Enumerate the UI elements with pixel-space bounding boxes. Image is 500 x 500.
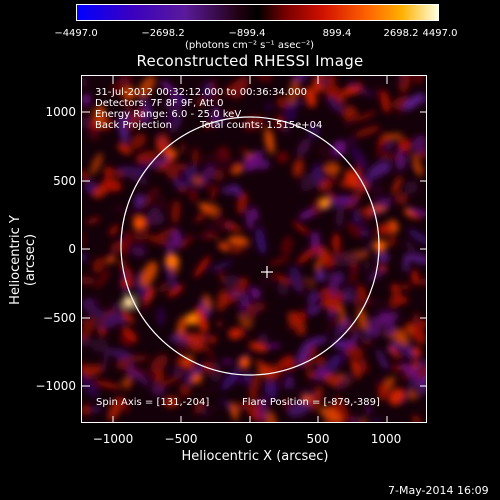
flare-position-text: Flare Position = [-879,-389] (242, 397, 380, 408)
colorbar-tick: 2698.2 (383, 28, 419, 39)
y-tick-label: 500 (53, 174, 76, 188)
colorbar-tick: −4497.0 (54, 28, 98, 39)
spin-axis-text: Spin Axis = [131,-204] (96, 397, 210, 408)
disk-center-cross (261, 266, 273, 278)
y-axis-label: Heliocentric Y (arcsec) (8, 215, 38, 305)
x-tick-label: 1000 (370, 432, 402, 446)
y-tick-label: 1000 (45, 105, 76, 119)
colorbar (76, 4, 439, 21)
x-tick-label: −500 (164, 432, 198, 446)
solar-limb-circle (120, 116, 380, 376)
x-axis-label: Heliocentric X (arcsec) (181, 449, 329, 464)
detectors-text: Detectors: 7F 8F 9F, Att 0 (95, 98, 224, 109)
y-tick-label: −500 (43, 311, 76, 325)
total-counts-text: Total counts: 1.515e+04 (200, 120, 323, 131)
method-text: Back Projection (95, 120, 172, 131)
image-title: Reconstructed RHESSI Image (136, 52, 364, 70)
x-tick-label: 0 (245, 432, 253, 446)
energy-range-text: Energy Range: 6.0 - 25.0 keV (95, 109, 242, 120)
colorbar-tick: −899.4 (228, 28, 266, 39)
time-range-text: 31-Jul-2012 00:32:12.000 to 00:36:34.000 (95, 87, 307, 98)
colorbar-units: (photons cm⁻² s⁻¹ asec⁻²) (185, 40, 315, 51)
y-tick-label: −1000 (35, 379, 76, 393)
colorbar-tick: 899.4 (322, 28, 352, 39)
x-tick-label: 500 (306, 432, 330, 446)
timestamp: 7-May-2014 16:09 (388, 484, 489, 497)
hxr-image-map (82, 76, 426, 422)
image-plot: 31-Jul-2012 00:32:12.000 to 00:36:34.000… (81, 75, 427, 423)
y-tick-label: 0 (68, 242, 76, 256)
colorbar-tick: 4497.0 (422, 28, 458, 39)
x-tick-label: −1000 (92, 432, 134, 446)
colorbar-tick: −2698.2 (141, 28, 185, 39)
